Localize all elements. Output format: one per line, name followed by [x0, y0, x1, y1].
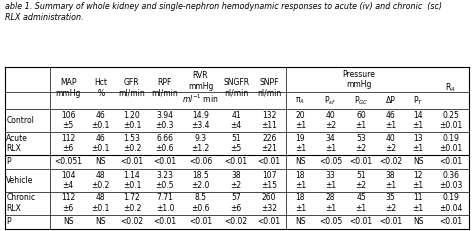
- Text: P$_{GC}$: P$_{GC}$: [354, 94, 368, 107]
- Text: 14.9
±3.4: 14.9 ±3.4: [191, 111, 210, 131]
- Text: 0.36
±0.03: 0.36 ±0.03: [439, 171, 462, 190]
- Text: <0.051: <0.051: [54, 158, 82, 167]
- Text: 57
±6: 57 ±6: [230, 194, 242, 213]
- Text: 9.3
±1.2: 9.3 ±1.2: [191, 134, 210, 153]
- Text: 260
±32: 260 ±32: [261, 194, 277, 213]
- Text: 40
±2: 40 ±2: [325, 111, 336, 131]
- Text: 46
±0.1: 46 ±0.1: [91, 111, 110, 131]
- Text: NS: NS: [295, 158, 306, 167]
- Text: <0.02: <0.02: [120, 217, 144, 226]
- Text: 1.72
±0.2: 1.72 ±0.2: [123, 194, 141, 213]
- Text: 51
±2: 51 ±2: [356, 171, 367, 190]
- Text: 0.19
±0.04: 0.19 ±0.04: [439, 194, 462, 213]
- Text: 19
±1: 19 ±1: [295, 134, 306, 153]
- Text: 20
±1: 20 ±1: [295, 111, 306, 131]
- Text: <0.05: <0.05: [319, 158, 342, 167]
- Text: 41
±4: 41 ±4: [230, 111, 242, 131]
- Text: 13
±1: 13 ±1: [412, 134, 424, 153]
- Text: P$_{sf}$: P$_{sf}$: [324, 94, 337, 107]
- Text: 6.66
±0.6: 6.66 ±0.6: [155, 134, 174, 153]
- Text: 40
±2: 40 ±2: [385, 134, 396, 153]
- Text: 3.94
±0.3: 3.94 ±0.3: [155, 111, 174, 131]
- Text: 1.53
±0.2: 1.53 ±0.2: [123, 134, 141, 153]
- Text: 33
±1: 33 ±1: [325, 171, 336, 190]
- Text: 53
±2: 53 ±2: [356, 134, 367, 153]
- Text: <0.06: <0.06: [189, 158, 212, 167]
- Text: π$_A$: π$_A$: [295, 95, 305, 106]
- Text: <0.01: <0.01: [350, 158, 373, 167]
- Text: 112
±6: 112 ±6: [61, 194, 75, 213]
- Text: <0.01: <0.01: [153, 217, 176, 226]
- Text: <0.02: <0.02: [379, 158, 402, 167]
- Text: NS: NS: [413, 158, 423, 167]
- Text: Control: Control: [6, 116, 34, 125]
- Text: 28
±1: 28 ±1: [325, 194, 336, 213]
- Text: <0.01: <0.01: [350, 217, 373, 226]
- Text: R$_A$: R$_A$: [445, 82, 456, 94]
- Text: ΔP: ΔP: [385, 96, 395, 105]
- Text: 106
±5: 106 ±5: [61, 111, 75, 131]
- Text: Hct
%: Hct %: [94, 79, 107, 98]
- Text: <0.01: <0.01: [439, 217, 462, 226]
- Text: 0.19
±0.01: 0.19 ±0.01: [439, 134, 462, 153]
- Text: SNPF
nl/min: SNPF nl/min: [257, 79, 281, 98]
- Text: 104
±4: 104 ±4: [61, 171, 75, 190]
- Text: 1.14
±0.1: 1.14 ±0.1: [123, 171, 141, 190]
- Text: Chronic
RLX: Chronic RLX: [6, 194, 35, 213]
- Text: P: P: [6, 217, 11, 226]
- Text: SNGFR
nl/min: SNGFR nl/min: [223, 79, 249, 98]
- Text: 0.25
±0.01: 0.25 ±0.01: [439, 111, 462, 131]
- Text: <0.01: <0.01: [258, 217, 281, 226]
- Text: 11
±1: 11 ±1: [412, 194, 424, 213]
- Text: <0.01: <0.01: [153, 158, 176, 167]
- Text: Acute
RLX: Acute RLX: [6, 134, 28, 153]
- Text: 18
±1: 18 ±1: [295, 194, 306, 213]
- Text: 46
±1: 46 ±1: [385, 111, 396, 131]
- Text: 38
±1: 38 ±1: [385, 171, 396, 190]
- Text: RVR
mmHg
$ml^{-1}$ min: RVR mmHg $ml^{-1}$ min: [182, 71, 219, 105]
- Text: NS: NS: [96, 158, 106, 167]
- Text: 7.71
±1.0: 7.71 ±1.0: [156, 194, 174, 213]
- Text: Pressure
mmHg: Pressure mmHg: [342, 70, 375, 89]
- Text: 107
±15: 107 ±15: [261, 171, 277, 190]
- Text: <0.01: <0.01: [225, 158, 248, 167]
- Text: 226
±21: 226 ±21: [261, 134, 277, 153]
- Text: P: P: [6, 158, 11, 167]
- Text: <0.01: <0.01: [439, 158, 462, 167]
- Text: 3.23
±0.5: 3.23 ±0.5: [155, 171, 174, 190]
- Text: 132
±11: 132 ±11: [261, 111, 277, 131]
- Text: 51
±5: 51 ±5: [230, 134, 242, 153]
- Text: <0.01: <0.01: [258, 158, 281, 167]
- Text: RPF
ml/min: RPF ml/min: [152, 79, 178, 98]
- Text: 18.5
±2.0: 18.5 ±2.0: [191, 171, 210, 190]
- Text: NS: NS: [413, 217, 423, 226]
- Text: <0.01: <0.01: [189, 217, 212, 226]
- Text: 112
±6: 112 ±6: [61, 134, 75, 153]
- Text: NS: NS: [63, 217, 73, 226]
- Text: <0.02: <0.02: [225, 217, 248, 226]
- Text: able 1. Summary of whole kidney and single-nephron hemodynamic responses to acut: able 1. Summary of whole kidney and sing…: [5, 2, 442, 22]
- Text: <0.01: <0.01: [379, 217, 402, 226]
- Text: 38
±2: 38 ±2: [231, 171, 242, 190]
- Text: 12
±1: 12 ±1: [412, 171, 424, 190]
- Text: NS: NS: [96, 217, 106, 226]
- Text: <0.01: <0.01: [120, 158, 144, 167]
- Text: GFR
ml/min: GFR ml/min: [118, 79, 146, 98]
- Text: 48
±0.1: 48 ±0.1: [91, 194, 110, 213]
- Text: 60
±1: 60 ±1: [356, 111, 367, 131]
- Text: Vehicle: Vehicle: [6, 176, 34, 185]
- Text: NS: NS: [295, 217, 306, 226]
- Text: 48
±0.2: 48 ±0.2: [91, 171, 110, 190]
- Text: 46
±0.1: 46 ±0.1: [91, 134, 110, 153]
- Text: 35
±2: 35 ±2: [385, 194, 396, 213]
- Text: 1.20
±0.1: 1.20 ±0.1: [123, 111, 141, 131]
- Text: 18
±1: 18 ±1: [295, 171, 306, 190]
- Text: MAP
mmHg: MAP mmHg: [55, 79, 81, 98]
- Text: <0.05: <0.05: [319, 217, 342, 226]
- Text: 45
±1: 45 ±1: [356, 194, 367, 213]
- Text: 8.5
±0.6: 8.5 ±0.6: [191, 194, 210, 213]
- Text: 34
±1: 34 ±1: [325, 134, 336, 153]
- Text: 14
±1: 14 ±1: [412, 111, 424, 131]
- Text: P$_T$: P$_T$: [413, 94, 423, 107]
